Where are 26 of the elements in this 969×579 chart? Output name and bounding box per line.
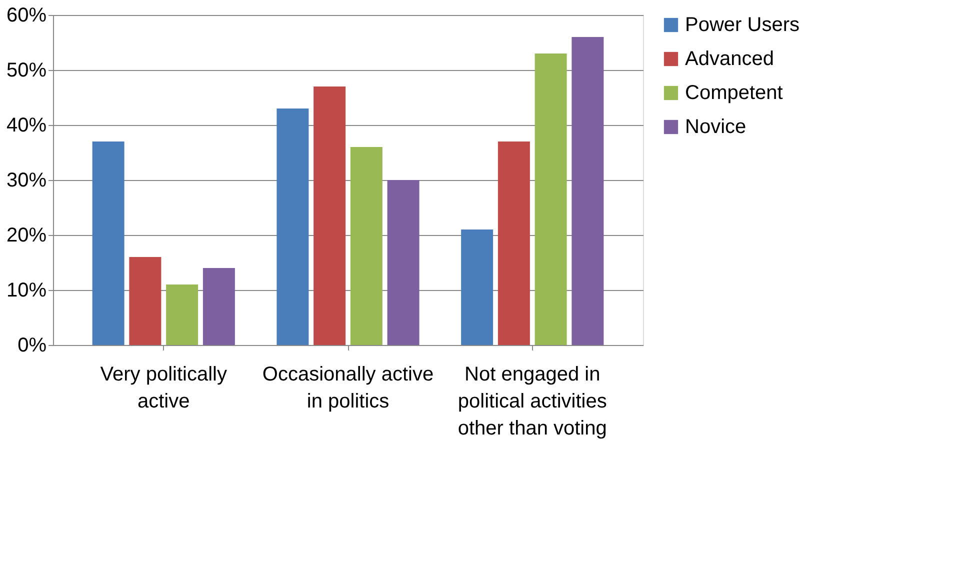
bar [202,268,235,345]
legend-label: Competent [685,82,784,104]
bar [129,257,162,345]
y-tick-label: 10% [6,280,47,302]
y-tick-label: 20% [6,224,47,246]
y-tick-label: 30% [6,170,47,192]
x-tick-label: Very politically active [100,364,227,412]
bar [461,230,494,345]
bar [276,108,309,345]
bar [314,86,346,345]
y-tick-label: 60% [6,4,47,26]
bar [387,180,420,345]
bar [534,54,567,345]
y-tick-label: 0% [18,334,47,356]
bar [350,147,382,345]
bar [92,142,124,345]
x-tick-label: Occasionally active in politics [262,364,434,412]
y-tick-label: 40% [6,114,47,136]
bar [166,284,198,345]
x-tick-label: Not engaged in political activities other than voting [458,364,607,440]
legend-label: Power Users [685,14,800,36]
bar [498,142,530,345]
bar [572,37,604,345]
y-tick-label: 50% [6,60,47,82]
legend-label: Advanced [685,48,774,70]
legend-label: Novice [685,116,746,138]
